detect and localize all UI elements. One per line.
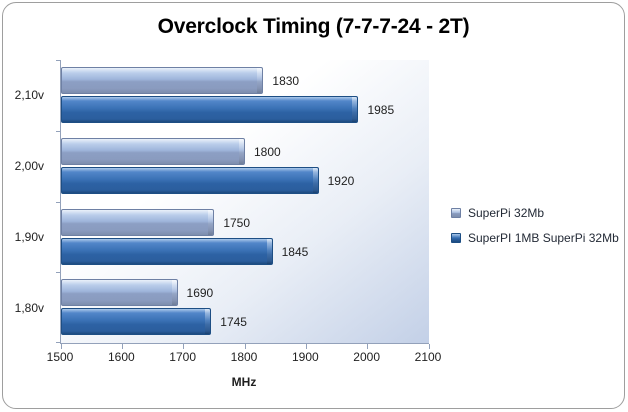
bar-value-label: 1745 xyxy=(220,315,247,330)
x-axis-tick-label: 1800 xyxy=(230,350,258,364)
bar-group-2-10v: 1830 1985 xyxy=(61,60,429,131)
category-label: 2,10v xyxy=(14,88,44,103)
bar-value-label: 1800 xyxy=(254,144,281,159)
y-axis-tick xyxy=(56,201,61,203)
bar-value-label: 1690 xyxy=(186,286,214,301)
bar-superpi-1mb-superpi-32mb xyxy=(61,237,273,265)
legend-item-superpi-32mb: SuperPi 32Mb xyxy=(451,206,619,220)
x-axis-tick xyxy=(367,344,369,349)
legend-marker-icon xyxy=(451,208,461,218)
x-axis-tick xyxy=(428,344,430,349)
legend-label: SuperPi 32Mb xyxy=(468,206,545,220)
y-axis-tick xyxy=(56,272,61,274)
legend-label: SuperPI 1MB SuperPi 32Mb xyxy=(468,231,619,245)
bar-superpi-32mb xyxy=(61,208,215,236)
category-label: 1,80v xyxy=(14,300,44,315)
x-axis-tick-label: 1700 xyxy=(169,350,197,364)
x-axis-tick xyxy=(121,344,123,349)
y-axis-tick xyxy=(56,342,61,343)
x-axis-tick xyxy=(244,344,246,349)
x-axis-tick xyxy=(183,344,185,349)
bar-value-label: 1985 xyxy=(367,103,395,117)
bar-value-label: 1845 xyxy=(281,244,309,259)
bar-superpi-1mb-superpi-32mb xyxy=(61,96,359,123)
legend-marker-icon xyxy=(451,233,461,243)
category-label: 2,00v xyxy=(14,159,44,174)
x-axis-tick-label: 1900 xyxy=(291,350,319,364)
x-axis-title: MHz xyxy=(231,375,257,389)
y-axis-tick xyxy=(56,130,61,132)
legend-item-superpi-1mb-superpi-32mb: SuperPI 1MB SuperPi 32Mb xyxy=(451,231,619,245)
bar-superpi-32mb xyxy=(61,137,245,165)
bar-value-label: 1750 xyxy=(223,215,251,230)
chart-title: Overclock Timing (7-7-7-24 - 2T) xyxy=(157,15,470,38)
category-axis-labels: 2,10v 2,00v 1,90v 1,80v xyxy=(3,60,52,343)
chart-frame: Overclock Timing (7-7-7-24 - 2T) 2,10v 2,… xyxy=(2,2,625,409)
bar-value-label: 1920 xyxy=(327,173,355,188)
bar-superpi-32mb xyxy=(61,279,178,307)
bar-group-1-80v: 1690 1745 xyxy=(61,272,429,343)
bar-group-2-00v: 1800 1920 xyxy=(61,131,429,202)
bar-group-1-90v: 1750 1845 xyxy=(61,202,429,273)
x-axis-tick xyxy=(305,344,307,349)
x-axis-tick-label: 1500 xyxy=(46,350,74,364)
bar-superpi-1mb-superpi-32mb xyxy=(61,166,319,194)
bar-value-label: 1830 xyxy=(272,74,300,88)
x-axis-tick-label: 2100 xyxy=(414,350,442,364)
x-axis-tick-label: 2000 xyxy=(353,350,381,364)
bar-superpi-32mb xyxy=(61,67,264,94)
bar-superpi-1mb-superpi-32mb xyxy=(61,308,212,336)
plot-area: 1830 1985 1800 1920 1750 1845 1690 1745 xyxy=(56,60,430,349)
y-axis-tick xyxy=(56,60,61,61)
x-axis-tick xyxy=(60,344,62,349)
x-axis-tick-label: 1600 xyxy=(107,350,135,364)
legend: SuperPi 32Mb SuperPI 1MB SuperPi 32Mb xyxy=(451,206,619,256)
category-label: 1,90v xyxy=(14,229,44,244)
